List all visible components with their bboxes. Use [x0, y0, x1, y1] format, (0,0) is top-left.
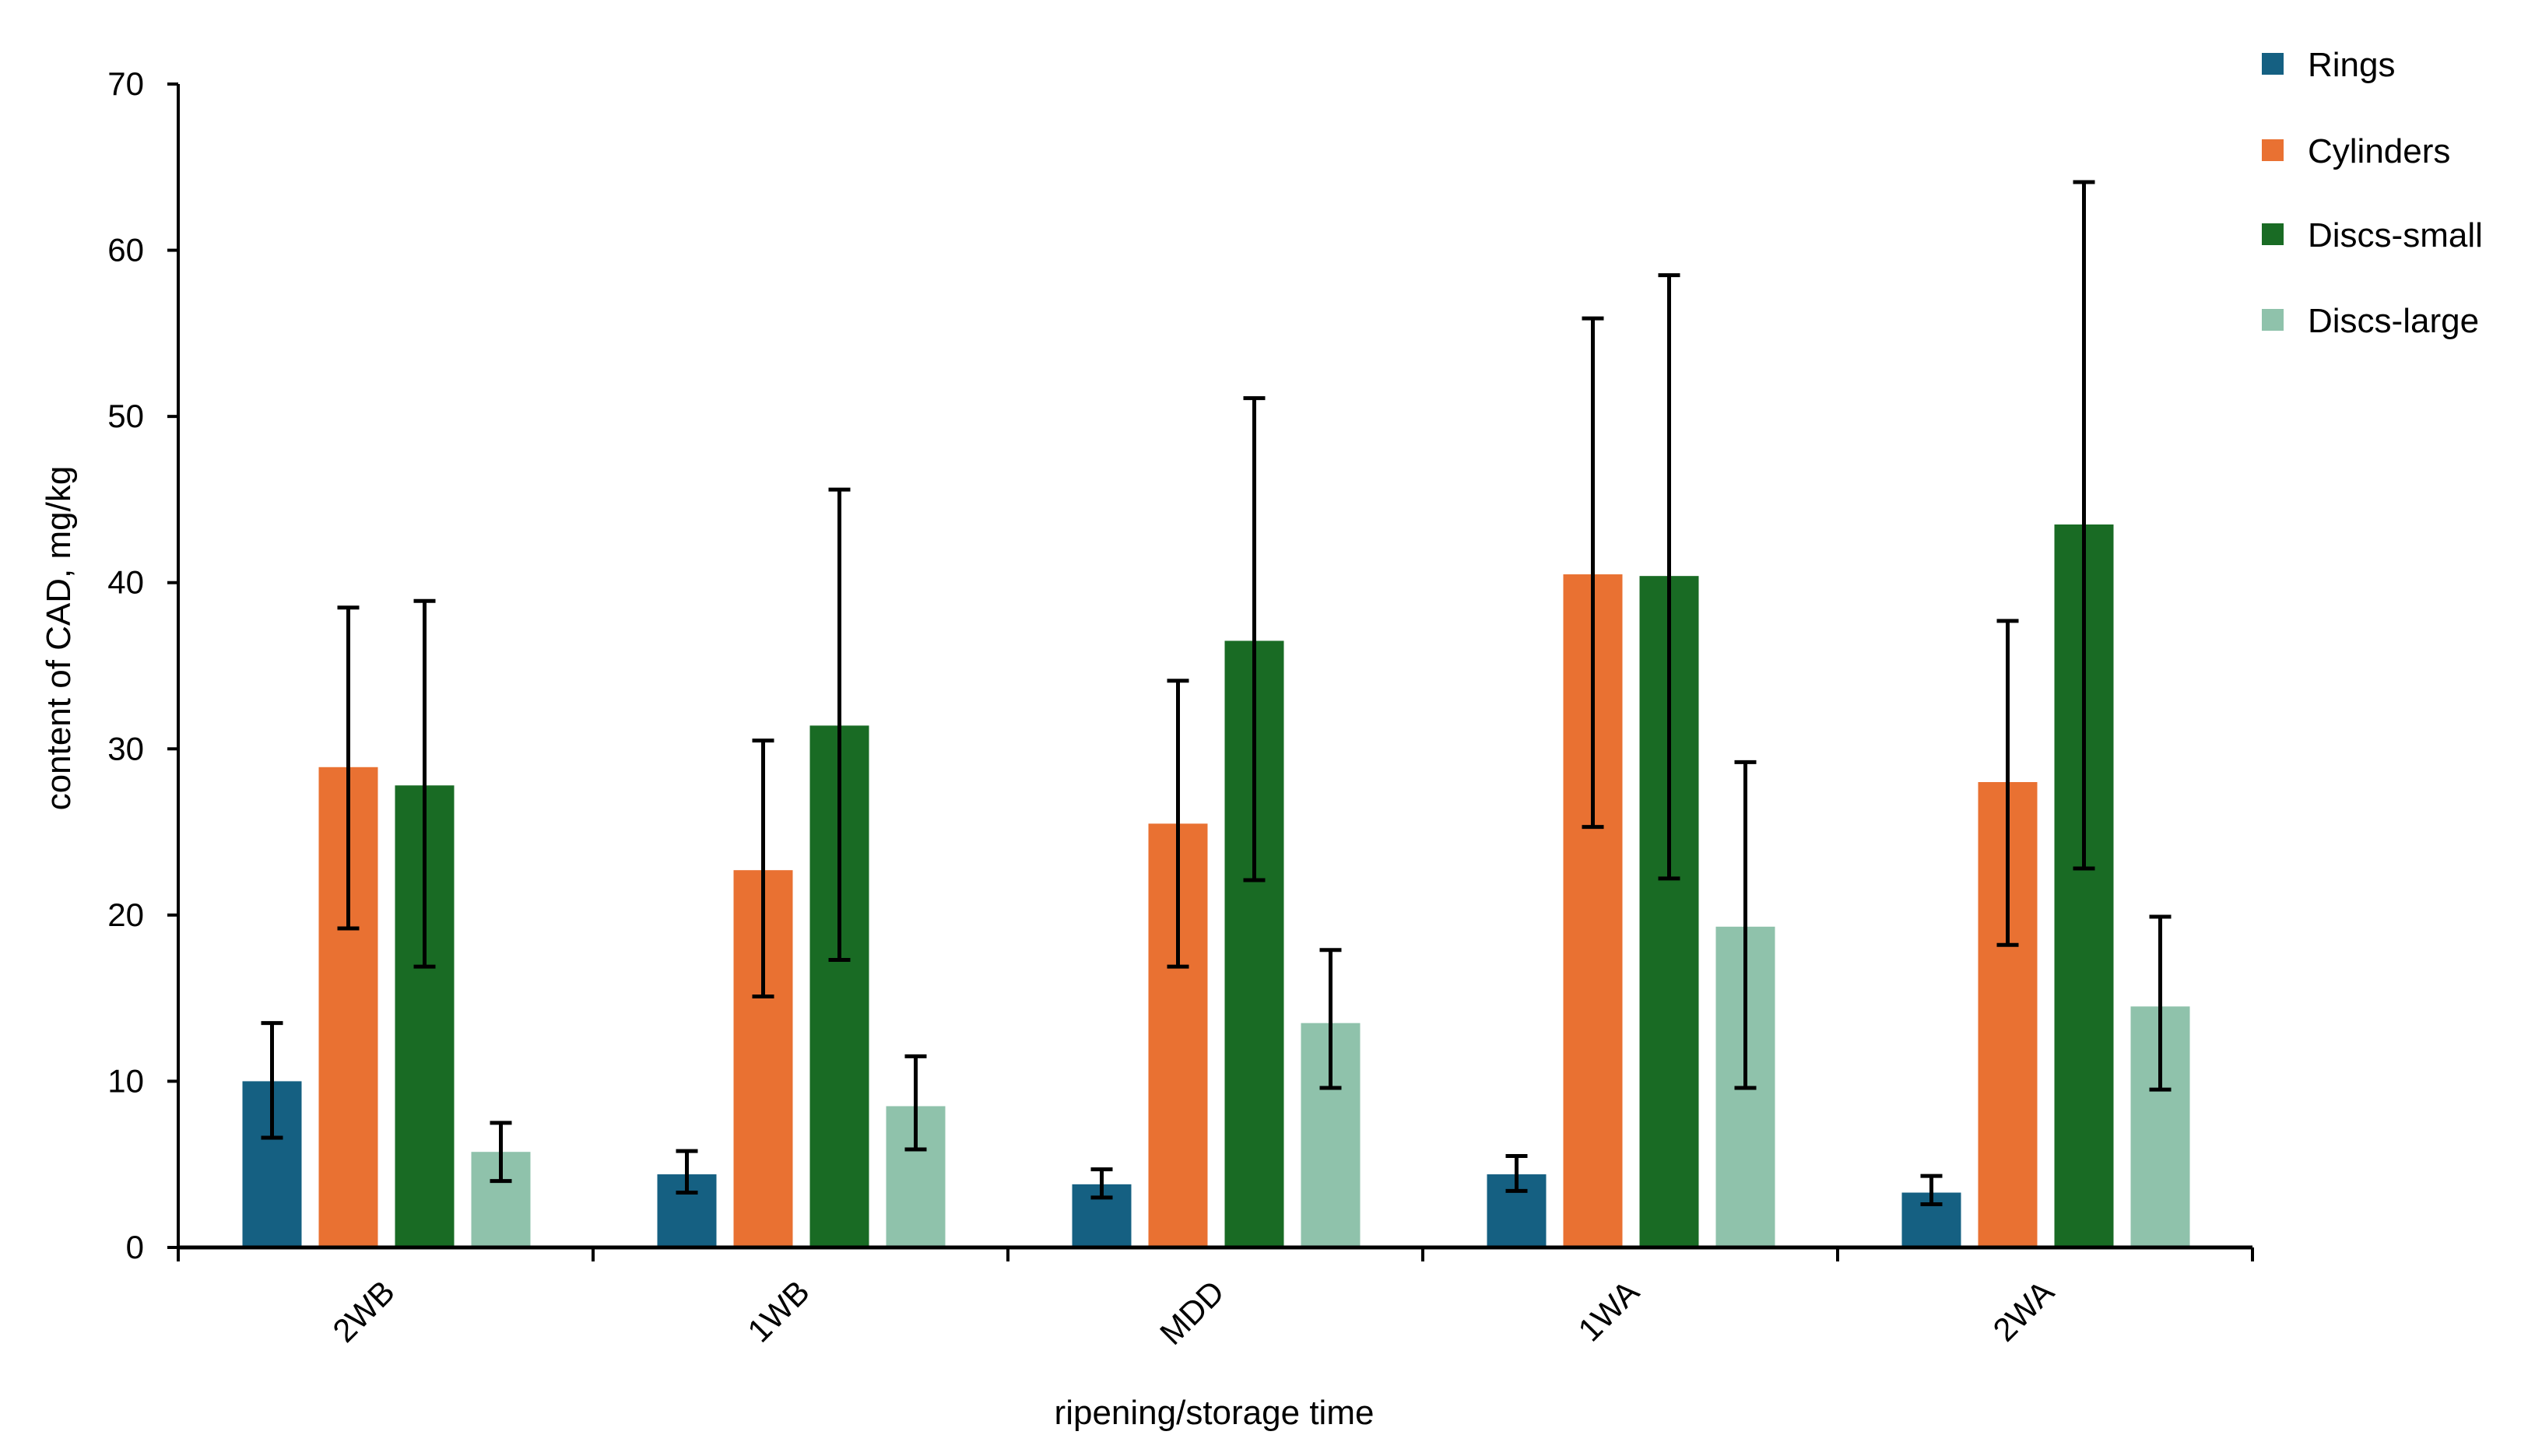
- y-tick-label: 40: [107, 564, 144, 601]
- error-bar-rings-1wb: [676, 1149, 698, 1195]
- legend-label: Cylinders: [2308, 132, 2450, 170]
- legend-item-discs-large: Discs-large: [2262, 302, 2479, 340]
- y-tick-label: 50: [107, 398, 144, 434]
- error-bar-cylinders-2wa: [1996, 619, 2019, 947]
- y-tick-label: 70: [107, 65, 144, 102]
- error-bar-discs-large-2wa: [2149, 914, 2172, 1092]
- y-tick-label: 0: [126, 1229, 144, 1265]
- y-tick-label: 30: [107, 730, 144, 767]
- y-tick-label: 10: [107, 1062, 144, 1099]
- legend-label: Discs-large: [2308, 302, 2479, 340]
- legend-label: Rings: [2308, 46, 2396, 84]
- bars-layer: [242, 524, 2190, 1247]
- x-axis-title: ripening/storage time: [1055, 1394, 1375, 1432]
- legend: Rings Cylinders Discs-small Discs-large: [2262, 46, 2483, 340]
- error-bar-discs-large-mdd: [1319, 948, 1342, 1090]
- legend-swatch: [2262, 139, 2284, 161]
- error-bar-rings-2wa: [1920, 1174, 1943, 1206]
- y-tick-label: 60: [107, 232, 144, 268]
- error-bar-rings-2wb: [261, 1021, 283, 1140]
- error-bars-layer: [261, 180, 2172, 1206]
- error-bar-discs-large-2wb: [490, 1121, 512, 1184]
- legend-label: Discs-small: [2308, 216, 2483, 254]
- error-bar-cylinders-2wb: [337, 605, 360, 931]
- error-bar-cylinders-mdd: [1167, 679, 1189, 969]
- error-bar-rings-1wa: [1505, 1154, 1528, 1193]
- legend-swatch: [2262, 223, 2284, 245]
- legend-swatch: [2262, 309, 2284, 331]
- legend-swatch: [2262, 53, 2284, 75]
- x-tick-label: 2WB: [325, 1273, 402, 1349]
- error-bar-rings-mdd: [1090, 1167, 1113, 1200]
- error-bar-discs-small-1wb: [828, 487, 851, 963]
- y-tick-label: 20: [107, 896, 144, 933]
- legend-item-rings: Rings: [2262, 46, 2396, 84]
- x-tick-label: 1WB: [740, 1273, 816, 1349]
- legend-item-discs-small: Discs-small: [2262, 216, 2483, 254]
- y-axis-title: content of CAD, mg/kg: [40, 466, 78, 811]
- error-bar-discs-small-1wa: [1658, 273, 1680, 881]
- x-tick-label: MDD: [1153, 1273, 1231, 1352]
- error-bar-discs-large-1wb: [904, 1054, 927, 1152]
- error-bar-discs-small-2wb: [413, 598, 436, 969]
- x-tick-label: 2WA: [1986, 1273, 2060, 1348]
- error-bar-cylinders-1wb: [752, 739, 774, 999]
- error-bar-discs-small-mdd: [1243, 396, 1266, 882]
- legend-item-cylinders: Cylinders: [2262, 132, 2450, 170]
- error-bar-discs-large-1wa: [1734, 760, 1757, 1090]
- error-bar-cylinders-1wa: [1582, 316, 1604, 830]
- x-tick-label: 1WA: [1571, 1273, 1645, 1348]
- error-bar-discs-small-2wa: [2073, 180, 2095, 871]
